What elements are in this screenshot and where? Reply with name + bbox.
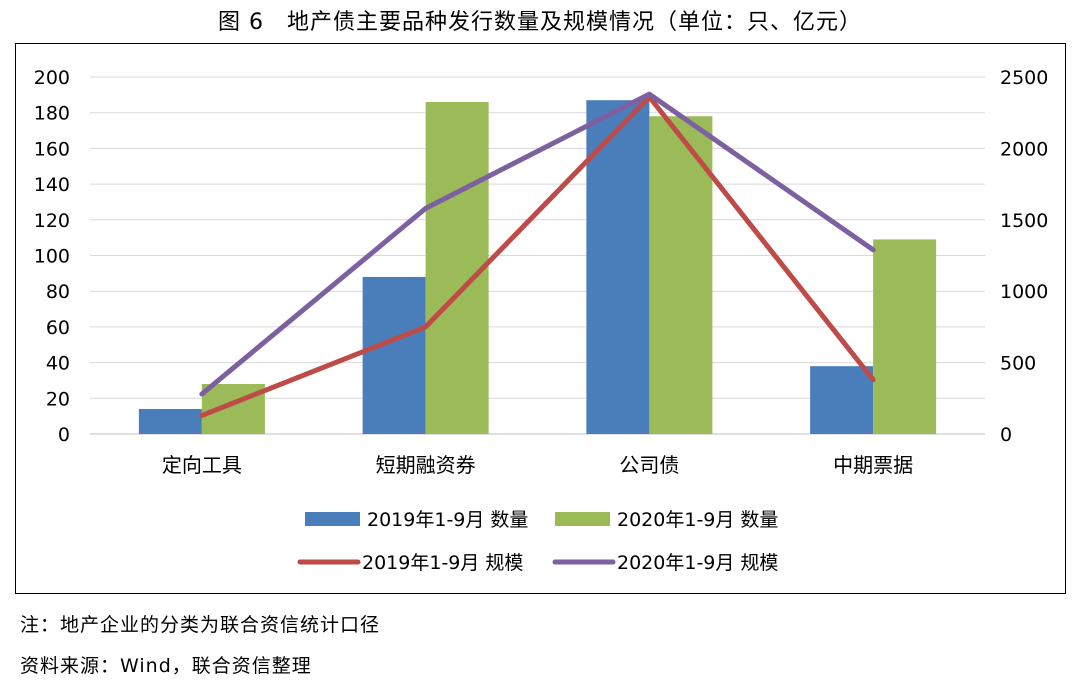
x-tick-label: 公司债 (619, 453, 679, 477)
x-tick-label: 中期票据 (833, 453, 913, 477)
chart-title: 图 6 地产债主要品种发行数量及规模情况（单位：只、亿元） (218, 10, 862, 35)
chart-canvas: 0204060801001201401601802000500100015002… (34, 67, 1049, 574)
y-right-tick-label: 2000 (1000, 138, 1048, 160)
legend-label: 2019年1-9月 数量 (367, 509, 528, 531)
series-line (199, 94, 876, 418)
y-right-tick-label: 500 (1000, 353, 1036, 375)
bar (362, 276, 426, 434)
y-right-tick-label: 1500 (1000, 210, 1048, 232)
y-left-tick-label: 160 (34, 138, 70, 160)
y-left-tick-label: 80 (46, 281, 70, 303)
y-left-tick-label: 20 (46, 388, 70, 410)
y-left-tick-label: 200 (34, 67, 70, 89)
chart-frame (15, 43, 1066, 594)
bar (873, 239, 937, 434)
y-left-tick-label: 40 (46, 353, 70, 375)
x-tick-label: 短期融资券 (376, 453, 476, 477)
y-left-tick-label: 140 (34, 174, 70, 196)
legend-swatch (555, 512, 610, 526)
bar (810, 366, 874, 434)
y-left-tick-label: 0 (58, 424, 70, 446)
bar (649, 116, 713, 435)
bar (138, 409, 202, 434)
legend-swatch (305, 512, 360, 526)
footnote: 注：地产企业的分类为联合资信统计口径 (20, 614, 381, 636)
series-line (199, 91, 876, 397)
y-left-tick-label: 120 (34, 210, 70, 232)
legend-label: 2019年1-9月 规模 (362, 552, 523, 574)
y-left-tick-label: 180 (34, 103, 70, 125)
legend-label: 2020年1-9月 数量 (617, 509, 778, 531)
legend-label: 2020年1-9月 规模 (617, 552, 778, 574)
bar (586, 100, 650, 434)
y-right-tick-label: 0 (1000, 424, 1012, 446)
y-left-tick-label: 60 (46, 317, 70, 339)
x-tick-label: 定向工具 (162, 453, 242, 477)
bar (425, 101, 489, 435)
y-right-tick-label: 1000 (1000, 281, 1048, 303)
y-right-tick-label: 2500 (1000, 67, 1048, 89)
source-note: 资料来源：Wind，联合资信整理 (20, 655, 312, 677)
y-left-tick-label: 100 (34, 246, 70, 268)
